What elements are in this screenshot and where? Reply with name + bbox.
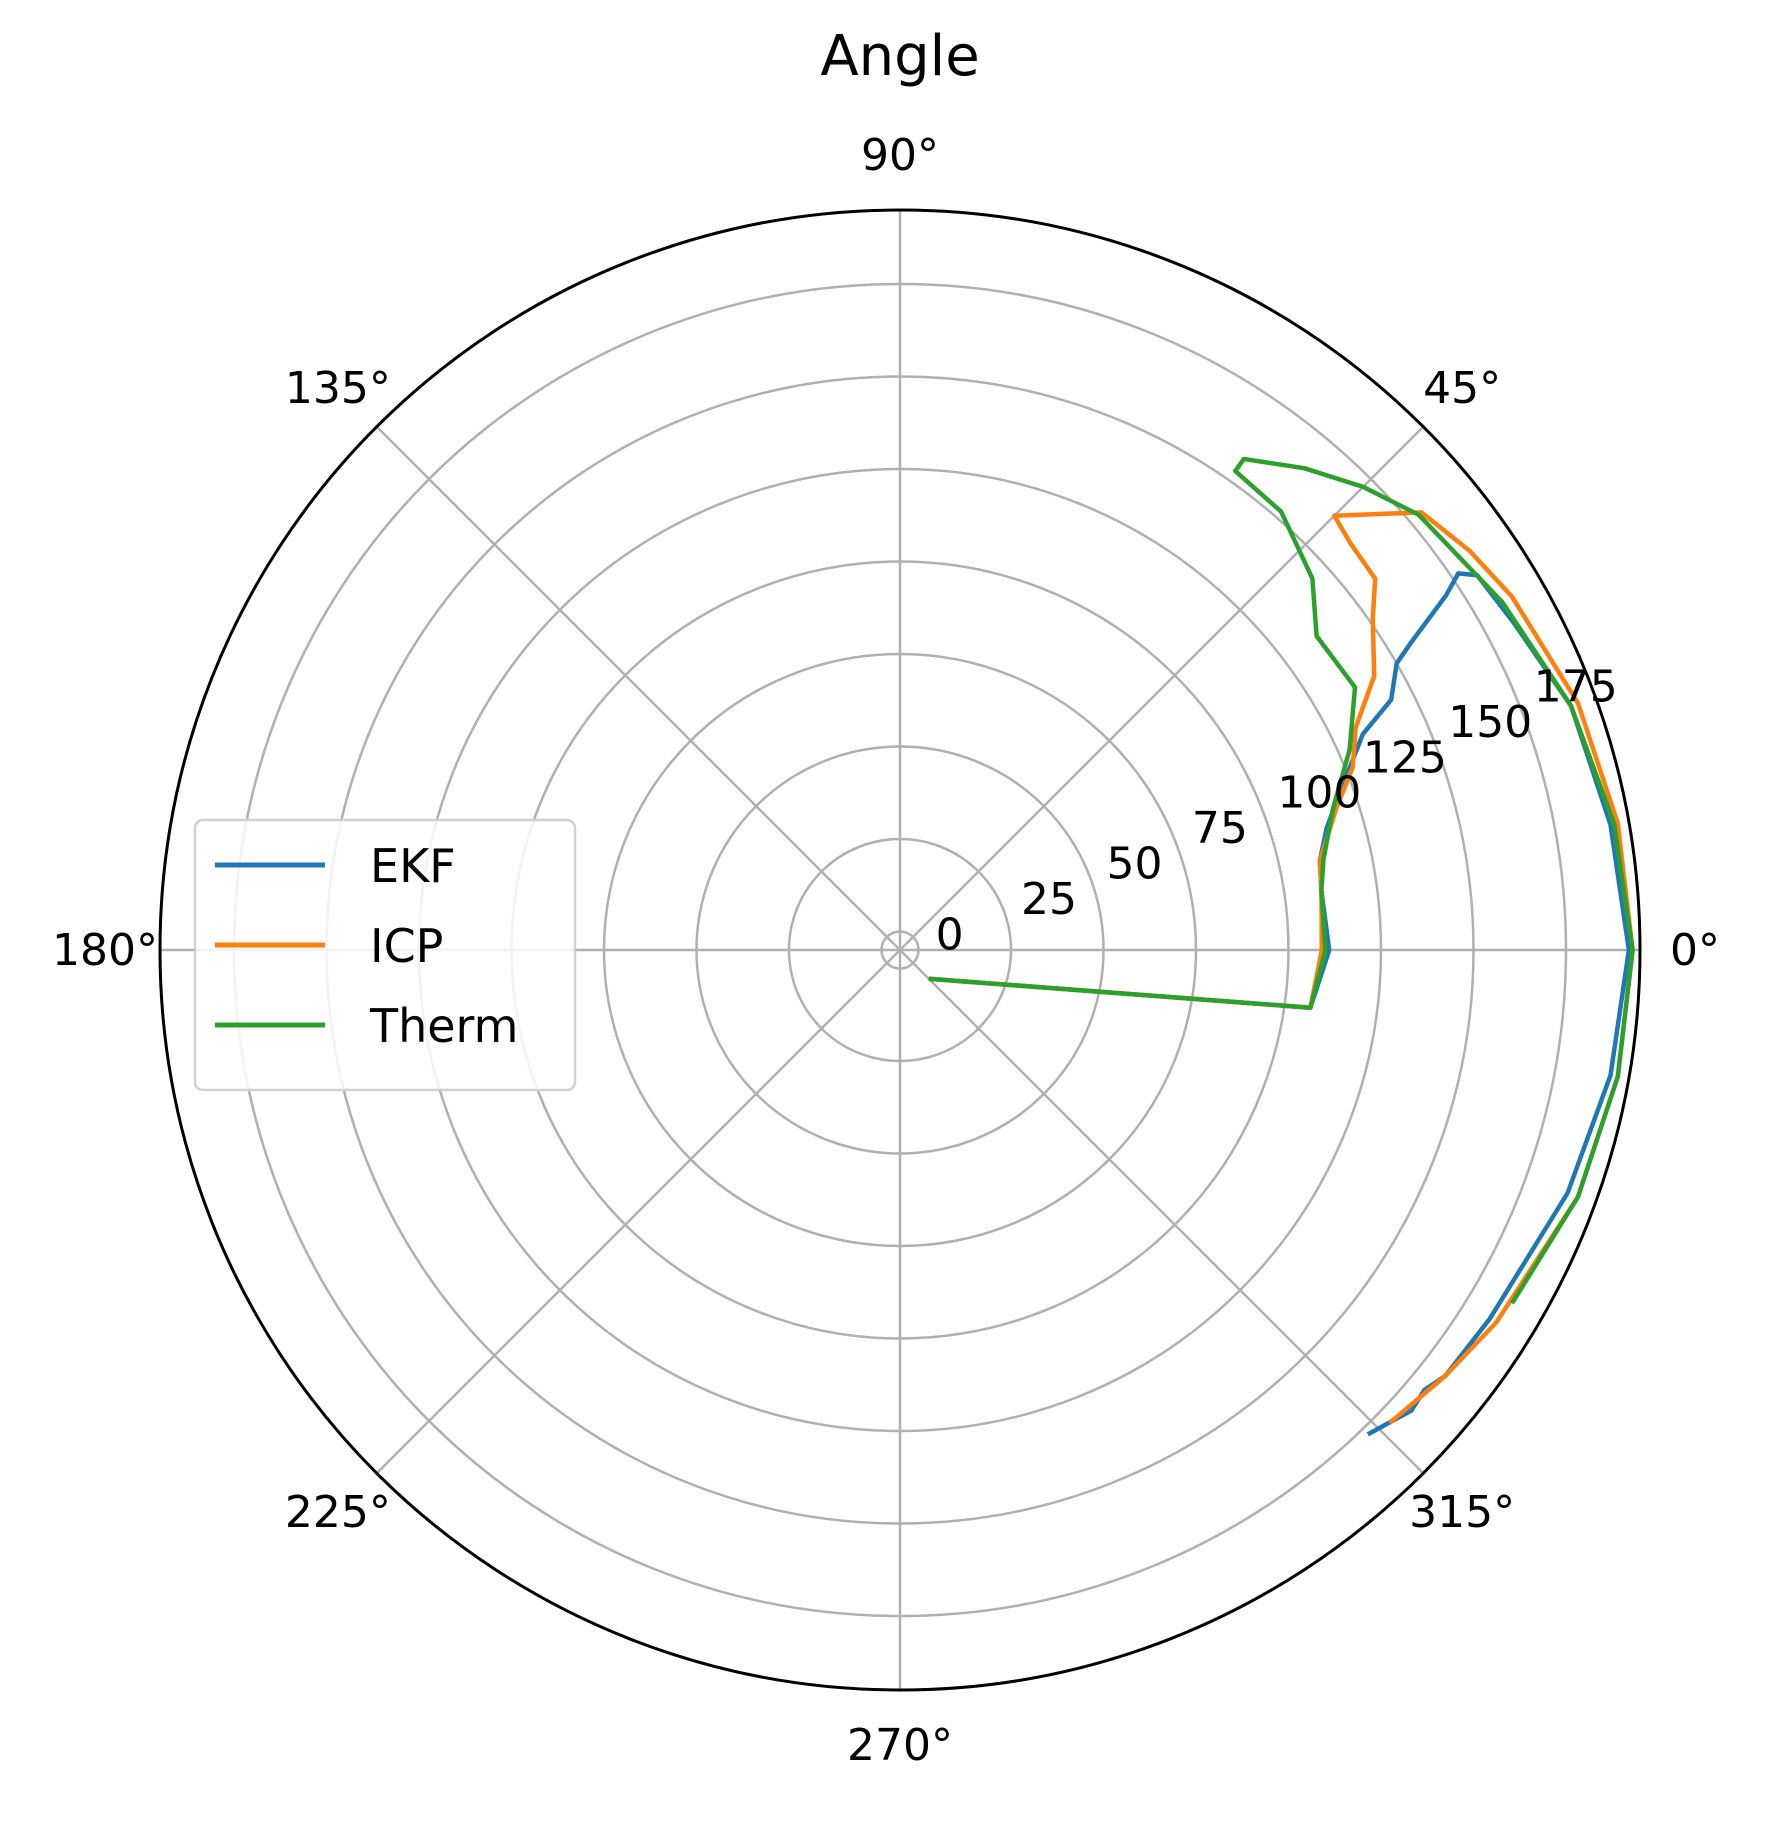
angular-gridline [375, 949, 901, 1475]
legend-label: EKF [370, 839, 456, 893]
series-line-icp [928, 510, 1635, 1425]
radial-tick-label: 125 [1363, 732, 1447, 783]
polar-spine [158, 208, 1642, 1692]
radial-tick-label: 50 [1107, 839, 1163, 890]
theta-tick-label: 45° [1423, 363, 1501, 414]
theta-tick-label: 315° [1409, 1487, 1515, 1538]
theta-tick-labels: 0° 45° 90° 135° 180° 225° 270° 315° [52, 130, 1720, 1771]
series-line-therm [928, 456, 1635, 1305]
theta-tick-label: 225° [285, 1487, 391, 1538]
chart-title: Angle [820, 24, 979, 89]
radial-tick-label: 175 [1534, 662, 1618, 713]
radial-tick-label: 25 [1021, 874, 1077, 925]
legend: EKF ICP Therm [193, 818, 577, 1092]
theta-tick-label: 180° [52, 925, 158, 976]
theta-tick-label: 270° [847, 1720, 953, 1771]
radial-tick-label: 150 [1448, 697, 1532, 748]
theta-tick-label: 90° [861, 130, 939, 181]
radial-tick-label: 100 [1277, 768, 1361, 819]
legend-label: Therm [369, 999, 518, 1053]
theta-tick-label: 0° [1670, 925, 1720, 976]
legend-label: ICP [370, 919, 443, 973]
theta-tick-label: 135° [285, 363, 391, 414]
angular-gridline [899, 949, 1425, 1475]
radial-tick-label: 0 [936, 909, 964, 960]
radial-tick-label: 75 [1192, 803, 1248, 854]
angular-gridline [375, 425, 901, 951]
series-lines [928, 456, 1635, 1437]
